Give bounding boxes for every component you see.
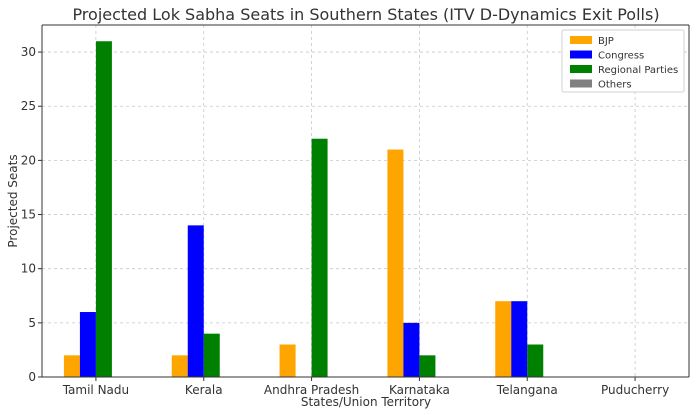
y-tick-label: 0 xyxy=(28,370,36,384)
bar-regional-parties-telangana xyxy=(527,344,544,377)
chart-title: Projected Lok Sabha Seats in Southern St… xyxy=(72,5,659,24)
x-axis-title: States/Union Territory xyxy=(301,395,431,409)
y-tick-label: 10 xyxy=(21,262,36,276)
legend-label: BJP xyxy=(598,36,614,47)
x-tick-label: Kerala xyxy=(185,383,223,397)
bar-bjp-tamil-nadu xyxy=(63,355,80,377)
legend-swatch xyxy=(570,65,592,73)
legend-label: Regional Parties xyxy=(598,65,678,76)
bar-regional-parties-andhra-pradesh xyxy=(311,138,328,377)
y-tick-label: 20 xyxy=(21,153,36,167)
legend-label: Others xyxy=(598,80,632,91)
bar-congress-tamil-nadu xyxy=(79,312,96,377)
legend-swatch xyxy=(570,50,592,59)
bar-bjp-karnataka xyxy=(387,149,404,377)
y-tick-label: 30 xyxy=(21,45,36,59)
x-tick-labels: Tamil Nadu Kerala Andhra Pradesh Karnataka T… xyxy=(62,383,669,397)
bar-congress-kerala xyxy=(187,225,204,377)
legend-box xyxy=(561,29,685,93)
y-tick-label: 25 xyxy=(21,99,36,113)
x-tick-label: Andhra Pradesh xyxy=(264,383,359,397)
legend-label: Congress xyxy=(598,51,644,62)
x-tick-label: Telangana xyxy=(496,383,558,397)
bar-regional-parties-kerala xyxy=(203,333,220,377)
x-tick-label: Karnataka xyxy=(389,383,450,397)
y-tick-label: 15 xyxy=(21,208,36,222)
legend-swatch xyxy=(570,36,592,44)
bar-bjp-telangana xyxy=(495,301,512,377)
bar-congress-telangana xyxy=(511,301,528,377)
bar-bjp-kerala xyxy=(171,355,188,377)
bar-regional-parties-tamil-nadu xyxy=(95,41,112,377)
x-tick-label: Tamil Nadu xyxy=(62,383,129,397)
axes xyxy=(38,24,690,381)
legend: BJP Congress Regional Parties Others xyxy=(561,29,685,93)
bars-group xyxy=(63,41,544,377)
y-axis-title: Projected Seats xyxy=(6,154,20,247)
bar-bjp-andhra-pradesh xyxy=(279,344,296,377)
y-tick-labels: 0 5 10 15 20 25 30 xyxy=(21,45,36,384)
y-tick-label: 5 xyxy=(28,316,36,330)
bar-regional-parties-karnataka xyxy=(419,355,436,377)
x-tick-label: Puducherry xyxy=(601,383,669,397)
legend-swatch xyxy=(570,79,592,88)
bar-congress-karnataka xyxy=(403,322,420,377)
